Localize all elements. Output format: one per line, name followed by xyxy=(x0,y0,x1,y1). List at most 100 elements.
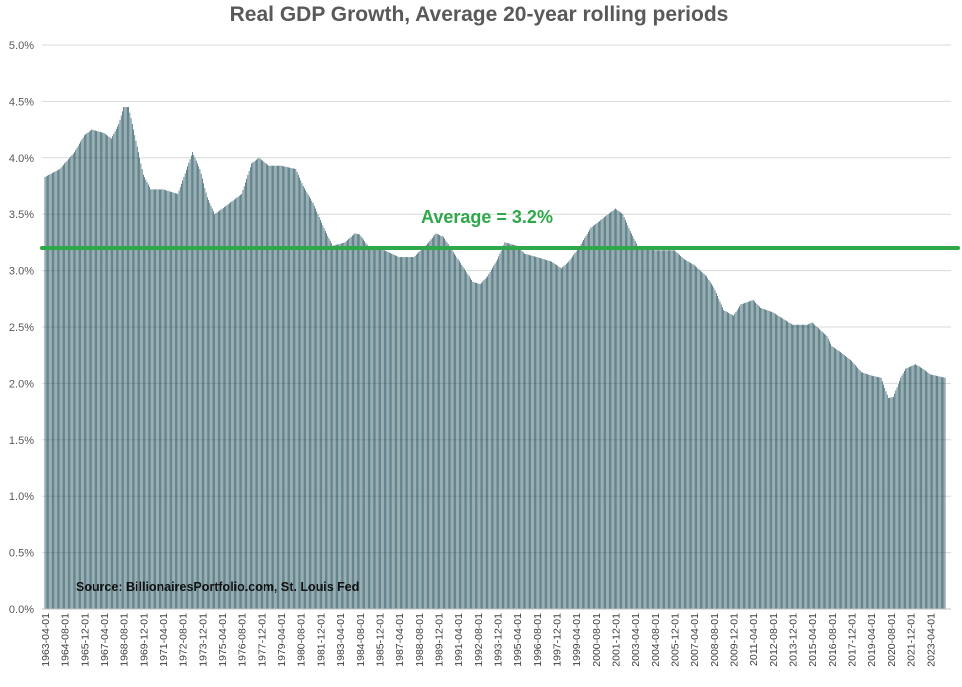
bar xyxy=(138,152,139,609)
bar xyxy=(645,248,647,610)
bar xyxy=(815,325,817,609)
bar xyxy=(690,262,691,609)
bar xyxy=(612,210,614,609)
bar xyxy=(821,331,823,609)
bar xyxy=(655,250,657,610)
bar xyxy=(447,244,449,609)
bar xyxy=(786,320,787,609)
bar xyxy=(134,135,136,610)
bar xyxy=(822,332,824,609)
x-tick-label: 1973-12-01 xyxy=(197,613,209,667)
bar xyxy=(79,143,80,609)
bar xyxy=(679,254,680,609)
bar xyxy=(763,309,765,609)
bar xyxy=(63,164,64,609)
bar xyxy=(155,189,156,609)
bar xyxy=(773,313,775,609)
bar xyxy=(69,157,70,610)
bar xyxy=(792,324,793,609)
bar xyxy=(386,251,388,610)
bar xyxy=(568,261,570,609)
bar xyxy=(820,330,822,609)
bar xyxy=(483,280,485,609)
bar xyxy=(899,380,900,609)
bar xyxy=(401,257,402,609)
bar xyxy=(654,250,656,610)
bar xyxy=(80,141,81,609)
bar xyxy=(477,283,479,609)
bar xyxy=(585,235,587,610)
x-tick-label: 1999-04-01 xyxy=(571,613,583,667)
bar xyxy=(414,255,416,609)
bar xyxy=(885,391,887,609)
bar xyxy=(725,311,727,609)
bar xyxy=(549,261,551,609)
bar xyxy=(584,237,586,609)
x-tick-label: 1997-12-01 xyxy=(551,613,563,667)
bar xyxy=(186,169,187,610)
bar xyxy=(107,135,109,610)
x-tick-label: 1995-04-01 xyxy=(512,613,524,667)
bar xyxy=(99,131,101,609)
bar xyxy=(768,310,770,609)
bar xyxy=(653,249,654,609)
bar xyxy=(827,338,829,609)
bar xyxy=(660,250,662,610)
bar xyxy=(600,220,602,609)
bar xyxy=(56,170,58,609)
bar xyxy=(474,282,476,609)
bar xyxy=(722,307,723,609)
bar xyxy=(797,324,798,609)
bar xyxy=(213,211,214,609)
bar xyxy=(68,159,69,609)
bar xyxy=(313,205,315,610)
x-tick-label: 2001-12-01 xyxy=(610,613,622,667)
bar xyxy=(527,254,529,609)
bar xyxy=(747,301,749,609)
bar xyxy=(468,276,470,609)
bar xyxy=(884,387,886,609)
bar xyxy=(263,161,265,609)
x-tick-label: 1987-04-01 xyxy=(394,613,406,667)
bar xyxy=(375,248,377,610)
bar xyxy=(744,303,745,609)
bar xyxy=(767,310,769,609)
bar xyxy=(296,171,298,609)
bar xyxy=(203,183,204,609)
bar xyxy=(320,219,321,609)
bar xyxy=(639,246,641,609)
bar xyxy=(730,314,732,609)
bar xyxy=(211,208,213,609)
bar xyxy=(864,373,866,609)
bar xyxy=(572,256,573,609)
bar xyxy=(518,247,519,609)
bar xyxy=(652,249,653,609)
bar xyxy=(339,243,341,609)
bar xyxy=(133,129,134,609)
bar xyxy=(696,267,697,609)
bar xyxy=(790,323,792,609)
bar xyxy=(891,397,893,609)
bar xyxy=(936,375,937,609)
bar xyxy=(793,324,795,609)
bar xyxy=(462,266,464,609)
x-tick-label: 2004-08-01 xyxy=(650,613,662,667)
bar xyxy=(842,353,844,609)
bar xyxy=(429,240,431,609)
bar xyxy=(869,375,871,609)
bar xyxy=(927,372,929,609)
bar xyxy=(717,295,718,609)
bar xyxy=(840,352,841,609)
bar xyxy=(825,334,827,609)
bar xyxy=(731,315,733,609)
chart-title: Real GDP Growth, Average 20-year rolling… xyxy=(230,3,729,26)
bar xyxy=(559,267,561,609)
bar xyxy=(225,206,227,609)
bar xyxy=(88,131,90,610)
bar xyxy=(897,384,899,609)
bar xyxy=(297,174,299,609)
bar xyxy=(112,136,113,609)
bar xyxy=(173,192,175,609)
bar xyxy=(735,311,737,609)
bar xyxy=(760,307,761,609)
